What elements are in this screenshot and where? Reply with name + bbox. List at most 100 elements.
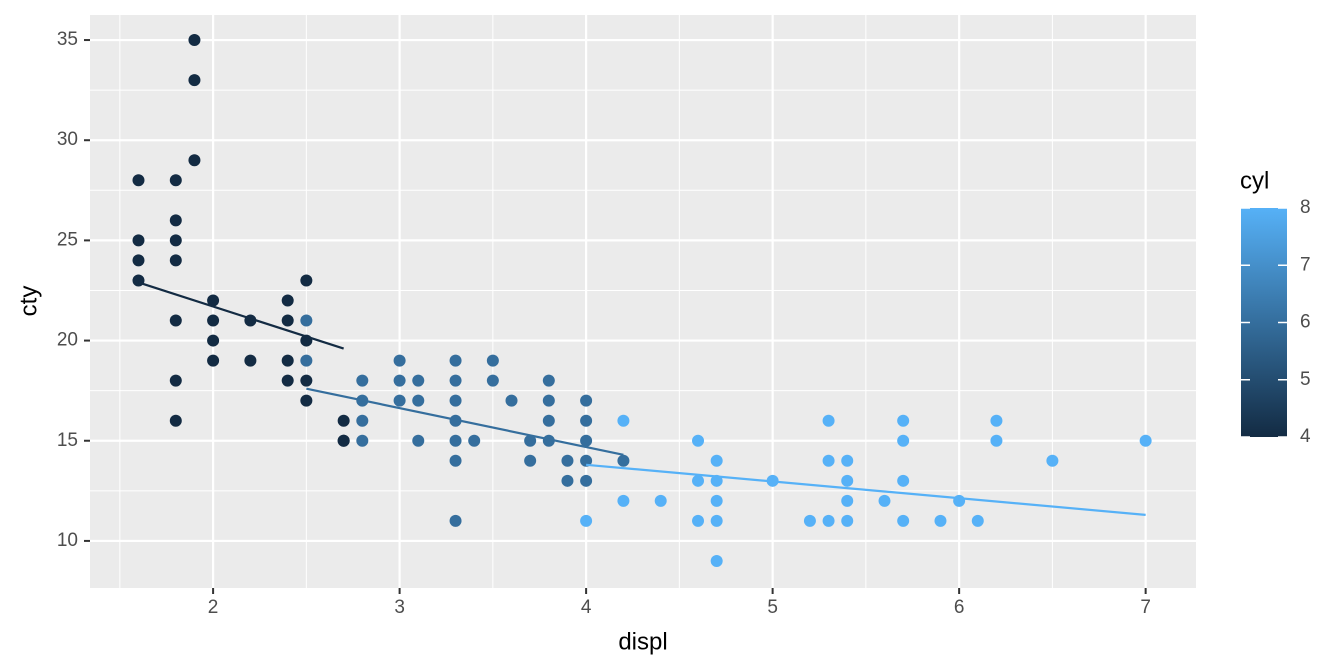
point xyxy=(207,314,220,327)
point xyxy=(617,414,630,427)
x-tick-label: 5 xyxy=(767,597,778,618)
point xyxy=(1139,434,1152,447)
y-tick-label: 15 xyxy=(57,430,78,451)
point xyxy=(841,454,854,467)
point xyxy=(561,454,574,467)
colorbar-label: 4 xyxy=(1300,426,1311,447)
point xyxy=(169,174,182,187)
point xyxy=(393,354,406,367)
point xyxy=(300,394,313,407)
point xyxy=(449,394,462,407)
point xyxy=(449,514,462,527)
point xyxy=(449,374,462,387)
point xyxy=(617,454,630,467)
point xyxy=(692,474,705,487)
point xyxy=(207,334,220,347)
point xyxy=(822,414,835,427)
point xyxy=(990,434,1003,447)
point xyxy=(524,454,537,467)
y-tick-label: 20 xyxy=(57,330,78,351)
y-tick-label: 25 xyxy=(57,229,78,250)
point xyxy=(542,414,555,427)
fit-line xyxy=(138,281,344,350)
point xyxy=(897,434,910,447)
point xyxy=(580,474,593,487)
point xyxy=(897,414,910,427)
panel xyxy=(90,15,1196,588)
point xyxy=(449,454,462,467)
point xyxy=(412,394,425,407)
point xyxy=(281,294,294,307)
colorbar-label: 6 xyxy=(1300,312,1311,333)
colorbar-label: 7 xyxy=(1300,254,1311,275)
fit-line xyxy=(586,463,1146,516)
point xyxy=(337,414,350,427)
point xyxy=(580,514,593,527)
point xyxy=(486,374,499,387)
point xyxy=(971,514,984,527)
y-tick-label: 10 xyxy=(57,530,78,551)
point xyxy=(132,254,145,267)
point xyxy=(337,434,350,447)
point xyxy=(692,514,705,527)
point xyxy=(300,314,313,327)
y-tick-label: 35 xyxy=(57,29,78,50)
point xyxy=(486,354,499,367)
point xyxy=(953,494,966,507)
point xyxy=(188,74,201,87)
point xyxy=(132,234,145,247)
point xyxy=(710,494,723,507)
point xyxy=(169,214,182,227)
point xyxy=(300,374,313,387)
x-tick-label: 6 xyxy=(954,597,965,618)
point xyxy=(580,394,593,407)
point xyxy=(207,354,220,367)
point xyxy=(878,494,891,507)
point xyxy=(1046,454,1059,467)
x-axis-title: displ xyxy=(618,628,667,655)
fit-line xyxy=(306,387,624,456)
colorbar-label: 8 xyxy=(1300,197,1311,218)
point xyxy=(822,454,835,467)
point xyxy=(300,274,313,287)
point xyxy=(542,394,555,407)
y-tick-label: 30 xyxy=(57,129,78,150)
point xyxy=(207,294,220,307)
point xyxy=(822,514,835,527)
point xyxy=(356,434,369,447)
point xyxy=(580,434,593,447)
y-axis-title: cty xyxy=(15,286,42,317)
point xyxy=(281,374,294,387)
point xyxy=(244,354,257,367)
point xyxy=(934,514,947,527)
point xyxy=(412,374,425,387)
point xyxy=(561,474,574,487)
point xyxy=(281,314,294,327)
x-tick-label: 2 xyxy=(208,597,219,618)
point xyxy=(710,514,723,527)
point xyxy=(505,394,518,407)
x-tick-label: 3 xyxy=(394,597,405,618)
point xyxy=(356,414,369,427)
point xyxy=(710,454,723,467)
point xyxy=(281,354,294,367)
point xyxy=(542,374,555,387)
point xyxy=(449,354,462,367)
x-tick-label: 4 xyxy=(581,597,592,618)
point xyxy=(393,374,406,387)
point xyxy=(654,494,667,507)
point xyxy=(169,314,182,327)
point xyxy=(356,374,369,387)
point xyxy=(468,434,481,447)
point xyxy=(841,474,854,487)
point xyxy=(524,434,537,447)
point xyxy=(897,474,910,487)
point xyxy=(803,514,816,527)
point xyxy=(841,514,854,527)
point xyxy=(580,414,593,427)
point xyxy=(393,394,406,407)
point xyxy=(580,454,593,467)
x-tick-label: 7 xyxy=(1140,597,1151,618)
point xyxy=(449,434,462,447)
point xyxy=(412,434,425,447)
